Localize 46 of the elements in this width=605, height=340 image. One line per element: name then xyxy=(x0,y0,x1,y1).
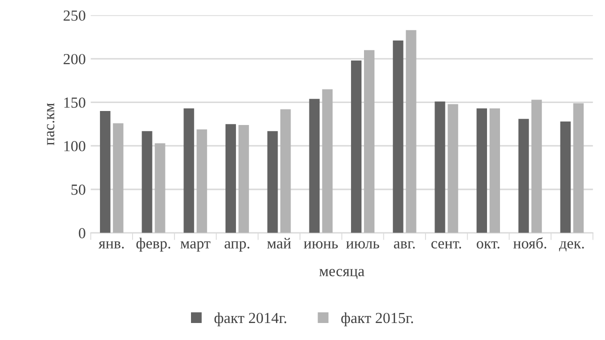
x-tick-label: сент. xyxy=(431,241,462,249)
y-tick-label: 150 xyxy=(64,97,86,108)
bar xyxy=(225,124,236,233)
bar xyxy=(476,108,488,233)
x-tick-label: окт. xyxy=(476,241,500,249)
y-tick-label: 250 xyxy=(64,10,86,21)
bar xyxy=(364,50,374,233)
x-tick-label: июнь xyxy=(304,241,338,249)
x-tick-label: дек. xyxy=(559,241,584,252)
bar xyxy=(322,89,333,233)
x-tick-label: февр. xyxy=(136,238,170,252)
legend-label: факт 2014г. xyxy=(214,312,286,326)
x-tick-label: авг. xyxy=(394,241,415,249)
y-tick-label: 100 xyxy=(64,141,86,152)
bar xyxy=(267,131,278,233)
x-tick-label: нояб. xyxy=(513,237,546,249)
x-tick-label: июль xyxy=(346,241,380,249)
x-tick-label: май xyxy=(267,238,291,249)
bar xyxy=(434,101,446,233)
bar xyxy=(154,143,166,233)
y-tick-label: 50 xyxy=(72,184,86,195)
bar xyxy=(100,111,110,233)
bar xyxy=(112,123,124,233)
bar xyxy=(518,118,529,233)
bar xyxy=(490,108,500,233)
bar xyxy=(392,40,404,233)
bar xyxy=(560,121,571,233)
x-tick-label: март xyxy=(180,241,210,252)
bar xyxy=(184,108,194,233)
bar xyxy=(280,109,291,233)
bar xyxy=(351,60,362,233)
bar xyxy=(142,131,152,233)
x-tick-label: янв. xyxy=(98,241,124,249)
y-tick-label: 0 xyxy=(78,228,86,238)
y-axis-title: пас.км xyxy=(46,103,54,146)
x-tick-label: апр. xyxy=(224,241,250,252)
bar xyxy=(196,129,208,233)
bar xyxy=(406,30,416,233)
x-axis-title: месяца xyxy=(319,268,364,280)
bar xyxy=(573,103,584,233)
legend-label: факт 2015г. xyxy=(341,312,413,326)
bar xyxy=(531,100,542,233)
y-tick-label: 200 xyxy=(64,54,86,64)
bar xyxy=(448,104,458,233)
bar xyxy=(309,98,320,233)
bar xyxy=(238,124,249,233)
